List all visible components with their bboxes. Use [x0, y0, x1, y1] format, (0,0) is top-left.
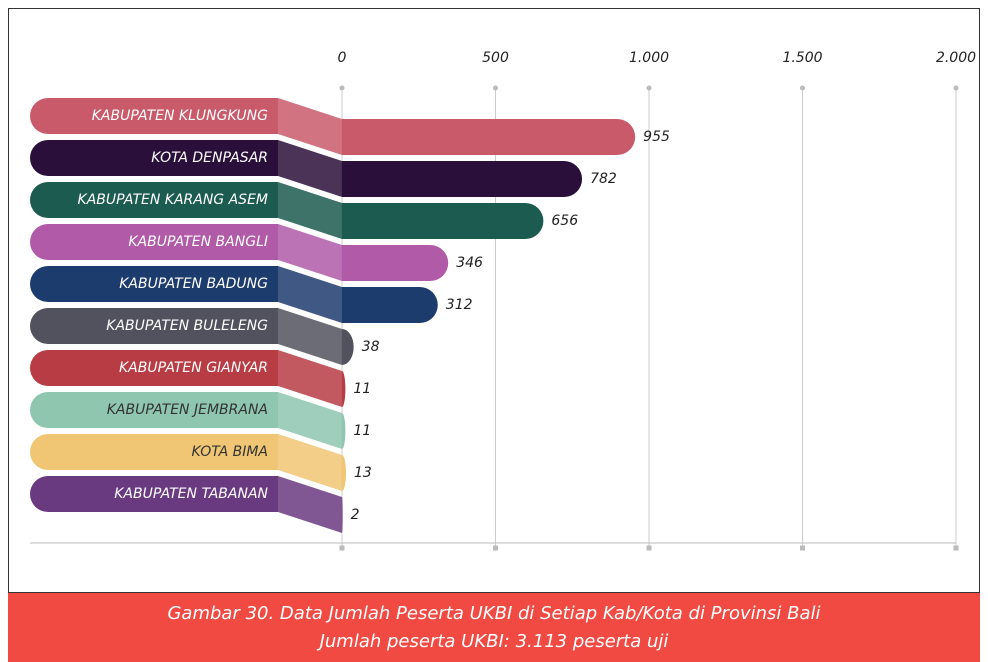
bar — [342, 287, 438, 323]
label-pill — [30, 224, 278, 260]
value-label: 11 — [353, 381, 371, 397]
chart-title: Gambar 30. Data Jumlah Peserta UKBI di S… — [167, 603, 820, 624]
connector — [278, 140, 342, 197]
connector — [278, 98, 342, 155]
label-pill — [30, 140, 278, 176]
label-pill — [30, 476, 278, 512]
connector — [278, 350, 342, 407]
x-tick-label: 500 — [482, 50, 509, 66]
tick-square — [800, 545, 805, 551]
category-label: KABUPATEN KARANG ASEM — [78, 192, 268, 208]
connector — [278, 308, 342, 365]
connector — [278, 476, 342, 533]
label-pill — [30, 182, 278, 218]
x-tick-label: 2.000 — [936, 50, 976, 66]
connector — [278, 392, 342, 449]
label-pill — [30, 308, 278, 344]
x-tick-label: 0 — [338, 50, 347, 66]
category-label: KOTA DENPASAR — [151, 150, 268, 166]
tick-square — [646, 545, 652, 551]
bar — [342, 203, 544, 239]
category-label: KOTA BIMA — [191, 444, 268, 460]
value-label: 38 — [362, 339, 380, 355]
bar — [342, 497, 343, 533]
connector — [278, 182, 342, 239]
x-tick-label: 1.000 — [629, 50, 669, 66]
value-label: 13 — [354, 465, 372, 481]
bar — [342, 245, 449, 281]
connector — [278, 224, 342, 281]
tick-dot — [800, 85, 805, 91]
category-label: KABUPATEN BULELENG — [106, 318, 268, 334]
tick-square — [493, 545, 498, 551]
value-label: 11 — [353, 423, 371, 439]
caption-box — [8, 593, 980, 662]
category-label: KABUPATEN BADUNG — [119, 276, 268, 292]
value-label: 782 — [590, 171, 617, 187]
category-label: KABUPATEN BANGLI — [128, 234, 268, 250]
category-label: KABUPATEN JEMBRANA — [107, 402, 268, 418]
tick-dot — [646, 85, 652, 91]
category-label: KABUPATEN TABANAN — [114, 486, 268, 502]
tick-dot — [339, 85, 345, 91]
bar — [342, 119, 636, 155]
category-label: KABUPATEN GIANYAR — [119, 360, 268, 376]
label-pill — [30, 350, 278, 386]
bar — [342, 455, 346, 491]
tick-square — [339, 545, 345, 551]
value-label: 955 — [643, 129, 670, 145]
value-label: 346 — [456, 255, 483, 271]
bar — [342, 161, 583, 197]
chart-subtitle: Jumlah peserta UKBI: 3.113 peserta uji — [317, 631, 669, 652]
category-label: KABUPATEN KLUNGKUNG — [92, 108, 268, 124]
label-pill — [30, 98, 278, 134]
tick-dot — [953, 85, 959, 91]
label-pill — [30, 266, 278, 302]
connector — [278, 434, 342, 491]
value-label: 656 — [551, 213, 578, 229]
connector — [278, 266, 342, 323]
bar — [342, 329, 354, 365]
tick-dot — [493, 85, 498, 91]
tick-square — [953, 545, 959, 551]
label-pill — [30, 392, 278, 428]
value-label: 2 — [351, 507, 360, 523]
frame — [8, 8, 980, 593]
x-tick-label: 1.500 — [782, 50, 822, 66]
label-pill — [30, 434, 278, 470]
value-label: 312 — [446, 297, 473, 313]
bar — [342, 371, 346, 407]
bar — [342, 413, 346, 449]
